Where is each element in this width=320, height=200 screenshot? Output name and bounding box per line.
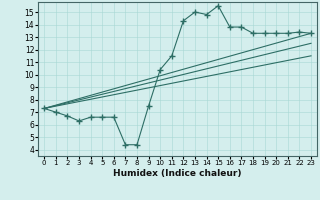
X-axis label: Humidex (Indice chaleur): Humidex (Indice chaleur) xyxy=(113,169,242,178)
